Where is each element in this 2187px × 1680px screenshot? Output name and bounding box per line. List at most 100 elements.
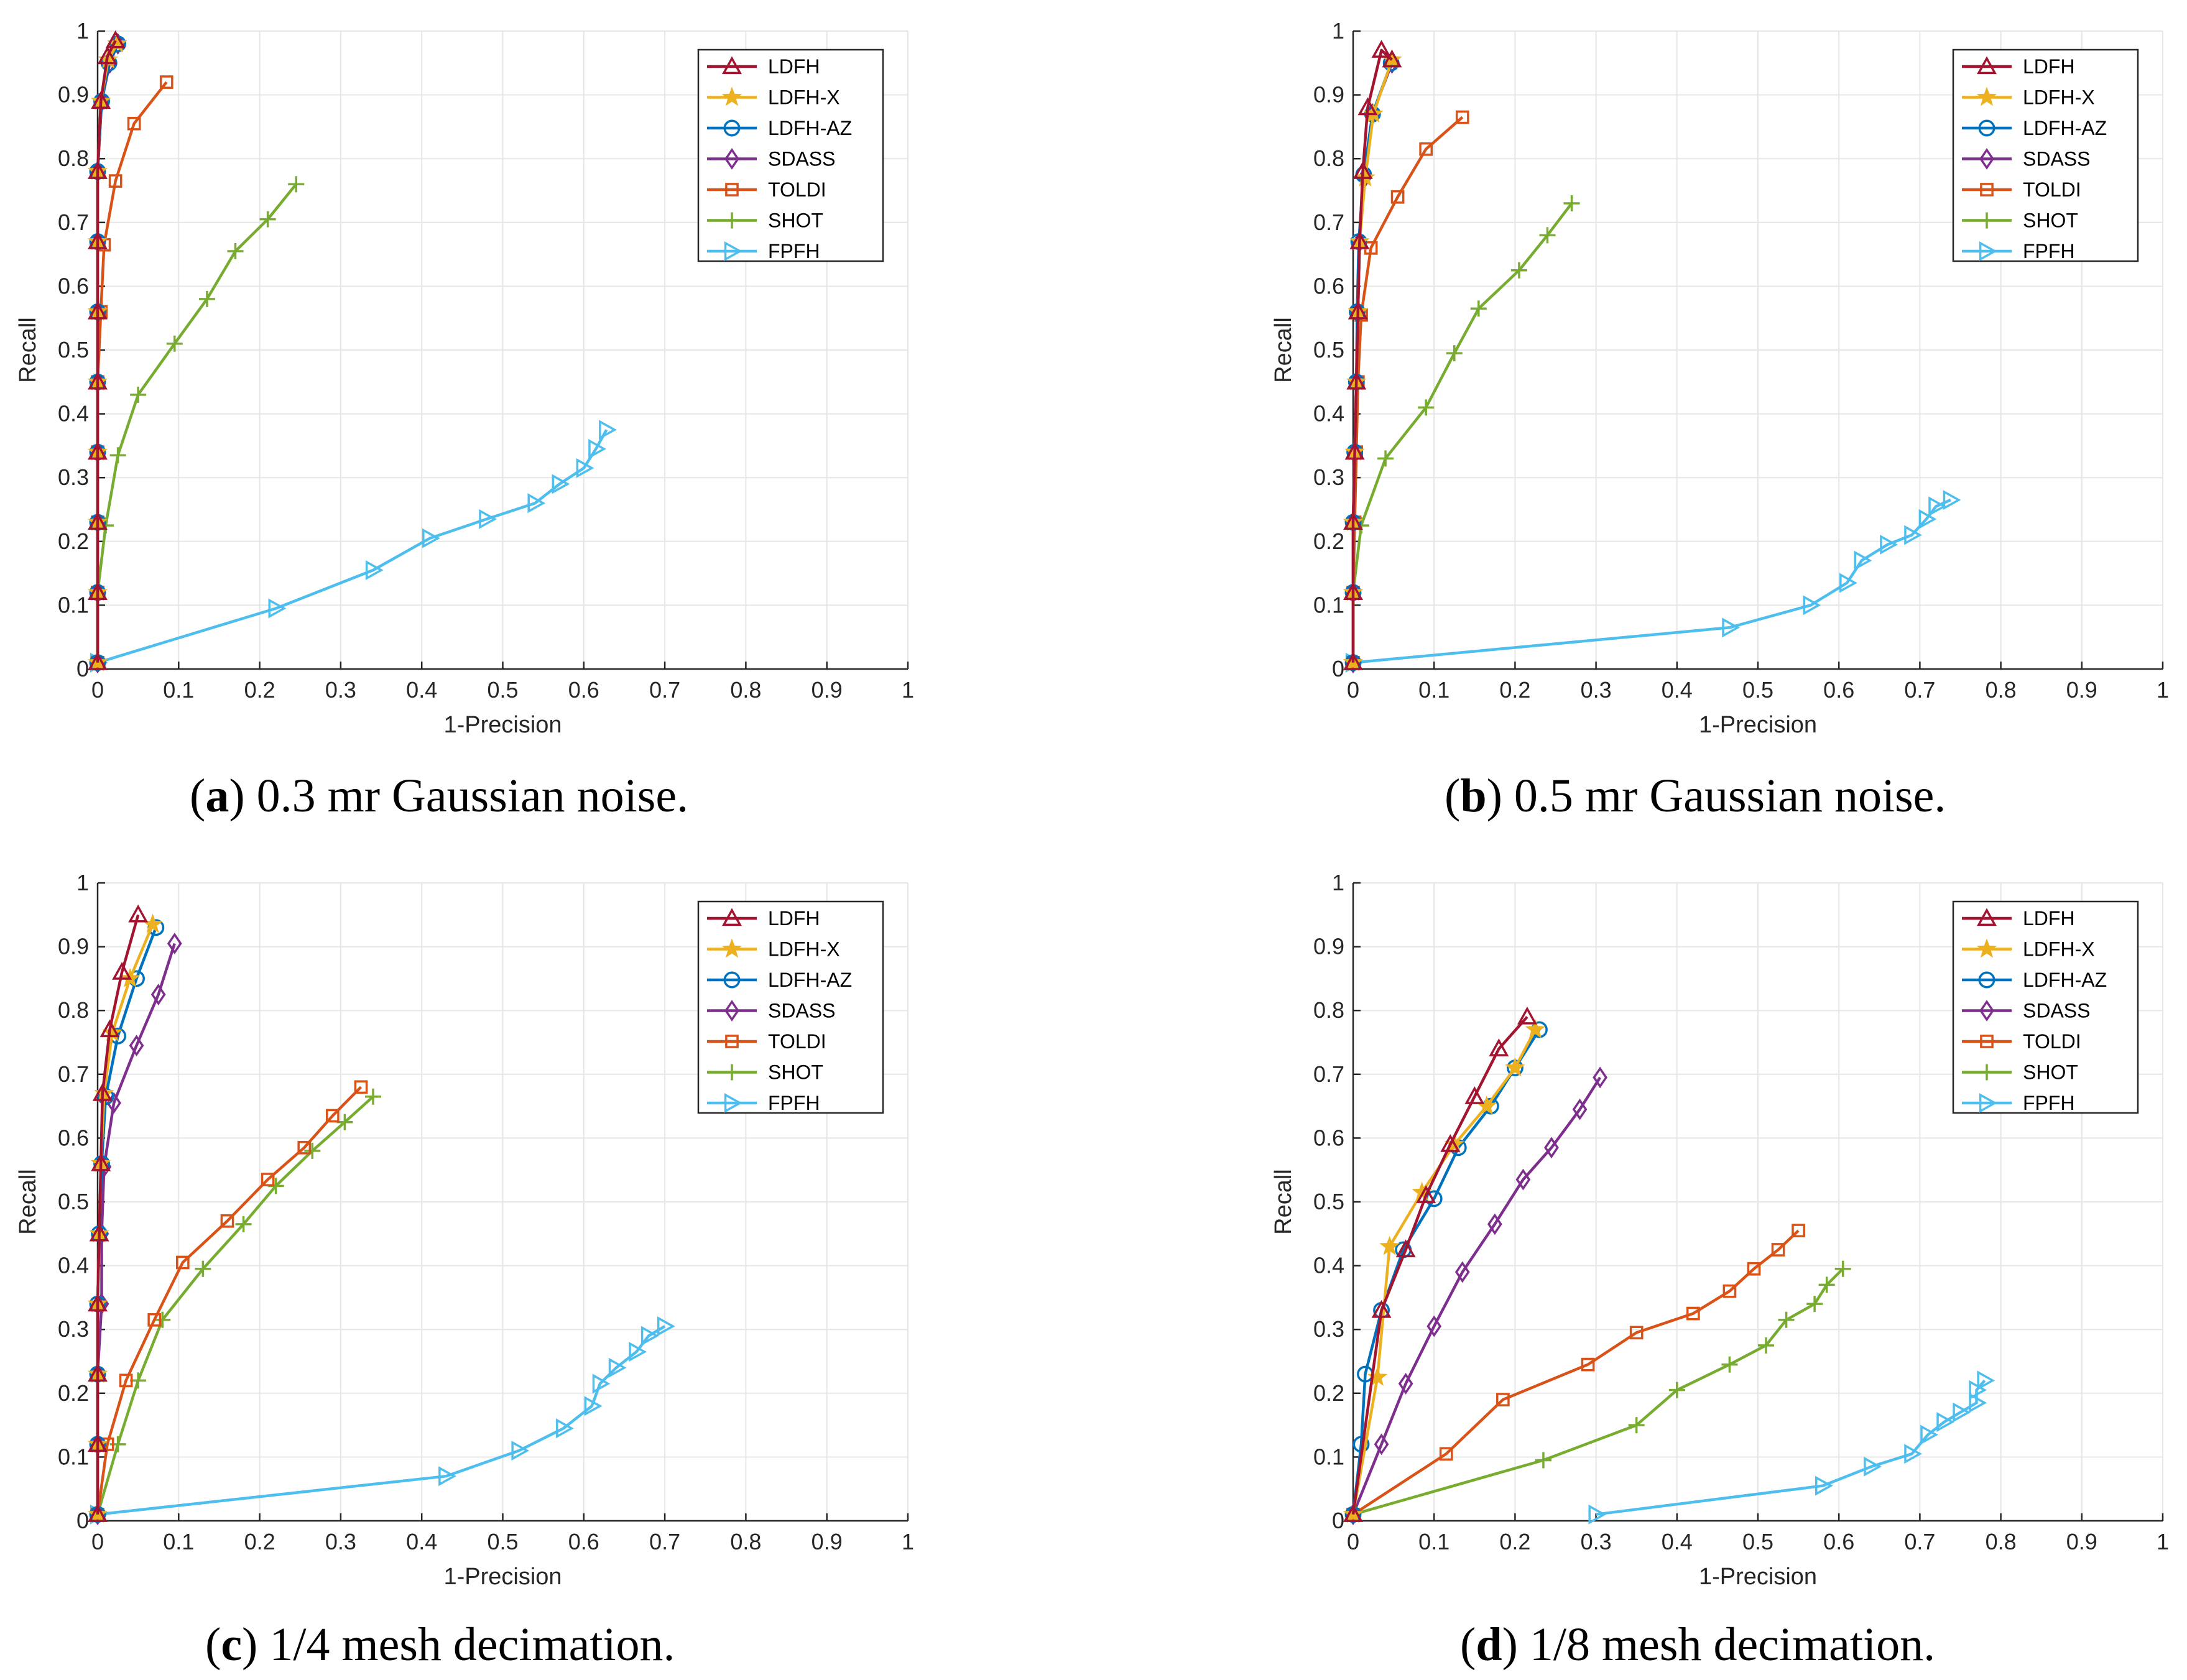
legend-entry-ldfh-x: LDFH-X — [707, 938, 840, 961]
data-point-sdass — [167, 933, 182, 954]
data-point-shot — [1510, 262, 1527, 279]
legend-label-ldfh-x: LDFH-X — [768, 938, 840, 961]
x-tick-label: 0.4 — [1662, 677, 1693, 703]
legend-entry-fpfh: FPFH — [1962, 240, 2075, 262]
data-point-ldfh — [92, 1082, 113, 1101]
legend-label-ldfh-az: LDFH-AZ — [2023, 117, 2107, 139]
caption-close-paren: ) — [1487, 770, 1502, 822]
legend-marker-ldfh-x — [1976, 938, 1997, 958]
y-tick-label: 0 — [76, 656, 89, 681]
data-point-toldi — [261, 1173, 275, 1186]
caption-letter: a — [205, 770, 229, 822]
data-point-fpfh — [1839, 573, 1857, 593]
legend-entry-toldi: TOLDI — [1962, 1030, 2081, 1053]
series-line-toldi — [1351, 116, 1464, 663]
data-point-toldi — [1722, 1284, 1737, 1298]
data-point-shot — [154, 1311, 171, 1328]
data-point-fpfh — [1880, 534, 1898, 555]
data-point-fpfh — [629, 1342, 647, 1362]
x-tick-label: 0.1 — [163, 677, 194, 703]
caption-open-paren: ( — [205, 1618, 221, 1671]
data-point-toldi — [175, 1255, 190, 1270]
legend-label-sdass: SDASS — [768, 148, 835, 170]
data-point-shot — [1806, 1296, 1823, 1313]
x-tick-label: 0.2 — [244, 677, 275, 703]
data-point-fpfh — [1977, 1370, 1995, 1391]
legend: LDFH LDFH-X LDFH-AZ SDASS TOLDI SHOT FPFH — [697, 900, 884, 1114]
series-ldfh-x — [87, 33, 127, 672]
legend-label-toldi: TOLDI — [2023, 1030, 2081, 1053]
data-point-toldi — [127, 116, 141, 131]
data-point-shot — [1377, 450, 1394, 467]
data-point-fpfh — [1953, 1402, 1971, 1423]
series-fpfh — [1345, 490, 1961, 673]
series-ldfh — [88, 30, 126, 670]
y-tick-label: 1 — [76, 18, 89, 44]
legend-entry-fpfh: FPFH — [707, 1092, 820, 1114]
y-tick-label: 0 — [76, 1508, 89, 1533]
legend-marker-ldfh-az — [1978, 971, 1995, 989]
x-tick-label: 0.5 — [1742, 1529, 1773, 1554]
data-point-shot — [235, 1216, 252, 1232]
data-point-ldfh — [88, 231, 108, 249]
data-point-ldfh — [88, 582, 108, 601]
series-group — [1343, 40, 1961, 674]
y-tick-label: 0.6 — [58, 273, 89, 298]
y-tick-label: 0.2 — [58, 528, 89, 554]
data-point-ldfh-x — [1525, 1018, 1546, 1038]
x-tick-label: 0.8 — [730, 1529, 761, 1554]
legend-marker-fpfh — [724, 241, 742, 261]
data-point-ldfh-x — [1379, 1235, 1400, 1255]
data-point-fpfh — [556, 1418, 574, 1439]
legend-label-ldfh-az: LDFH-AZ — [768, 117, 852, 139]
series-ldfh — [1343, 1006, 1537, 1522]
caption-letter: b — [1460, 770, 1486, 822]
data-point-shot — [288, 176, 305, 193]
legend-label-shot: SHOT — [2023, 1061, 2078, 1084]
legend-label-ldfh: LDFH — [768, 907, 820, 930]
x-axis-label: 1-Precision — [1699, 712, 1817, 738]
data-point-fpfh — [576, 458, 594, 478]
legend-label-shot: SHOT — [768, 210, 823, 232]
data-point-fpfh — [599, 420, 617, 440]
series-line-ldfh-az — [1351, 1028, 1541, 1515]
data-point-ldfh — [1343, 512, 1363, 530]
data-point-fpfh — [422, 528, 440, 548]
x-tick-label: 0.3 — [1581, 677, 1612, 703]
y-tick-label: 0 — [1332, 1508, 1344, 1533]
data-point-sdass — [129, 1035, 144, 1057]
y-tick-label: 0.3 — [58, 464, 89, 490]
data-point-toldi — [119, 1373, 133, 1388]
data-point-fpfh — [1864, 1456, 1882, 1477]
chart-panel-a: 0 0.1 0.2 0.3 0.4 0.5 0.6 0.7 0.8 0.9 1 0 0.1 0.2 0.3 0… — [15, 18, 914, 738]
data-point-fpfh — [640, 1326, 659, 1346]
data-point-shot — [1535, 1452, 1551, 1469]
data-point-ldfh — [1343, 582, 1363, 601]
x-tick-label: 1 — [2157, 677, 2169, 703]
data-point-shot — [1470, 300, 1487, 317]
y-axis-label: Recall — [15, 317, 41, 383]
data-point-toldi — [147, 1313, 162, 1327]
series-line-toldi — [96, 81, 168, 663]
data-point-toldi — [326, 1109, 340, 1123]
series-line-toldi — [96, 1086, 363, 1515]
y-tick-label: 0.5 — [1313, 337, 1344, 362]
data-point-ldfh — [88, 652, 108, 670]
legend-marker-ldfh-az — [723, 971, 741, 989]
legend-marker-toldi — [725, 183, 739, 196]
data-point-toldi — [1771, 1243, 1785, 1257]
data-point-toldi — [354, 1080, 368, 1094]
data-point-fpfh — [1722, 617, 1741, 638]
x-tick-label: 0.8 — [730, 677, 761, 703]
x-tick-label: 0.4 — [406, 677, 437, 703]
legend-label-ldfh: LDFH — [768, 55, 820, 78]
data-point-sdass — [1515, 1168, 1531, 1191]
data-point-fpfh — [1904, 1444, 1922, 1464]
data-point-ldfh — [97, 46, 118, 65]
legend-marker-toldi — [725, 1035, 739, 1048]
series-line-ldfh — [1351, 48, 1394, 663]
data-point-shot — [130, 386, 147, 403]
x-tick-label: 0.3 — [325, 1529, 356, 1554]
x-tick-label: 0.9 — [811, 1529, 843, 1554]
x-tick-label: 1 — [902, 677, 914, 703]
